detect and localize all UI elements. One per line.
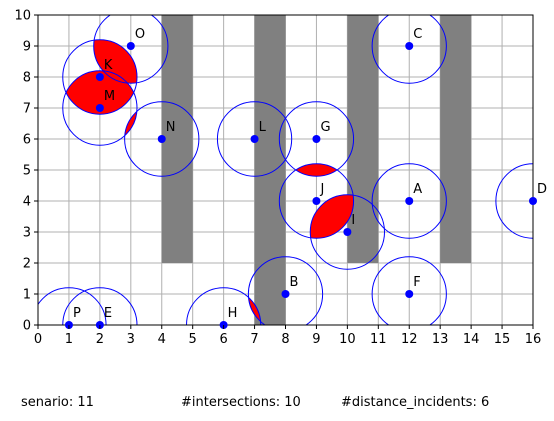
point-label-c: C	[413, 27, 422, 42]
range-circle-g	[278, 101, 355, 177]
point-l	[250, 135, 259, 143]
range-circle-n	[124, 101, 200, 177]
y-tick-label: 0	[23, 319, 31, 334]
x-tick-label: 5	[189, 332, 197, 347]
point-label-g: G	[320, 120, 330, 135]
x-tick-label: 13	[432, 332, 449, 347]
x-tick-label: 12	[401, 332, 418, 347]
point-n	[157, 135, 166, 143]
range-circle-m	[62, 70, 138, 146]
range-circle-i	[309, 194, 385, 270]
y-tick-label: 7	[23, 102, 31, 117]
x-tick-label: 6	[219, 332, 227, 347]
x-tick-label: 0	[34, 332, 42, 347]
point-label-b: B	[290, 275, 299, 290]
point-label-l: L	[259, 120, 267, 135]
range-circle-o	[93, 15, 169, 84]
y-tick-label: 5	[23, 164, 31, 179]
point-label-p: P	[73, 306, 81, 321]
x-tick-label: 8	[281, 332, 289, 347]
x-tick-label: 15	[494, 332, 511, 347]
point-o	[126, 42, 135, 50]
range-circle-j	[278, 163, 355, 239]
y-tick-label: 3	[23, 226, 31, 241]
point-label-d: D	[537, 182, 547, 197]
point-label-m: M	[104, 89, 115, 104]
obstacle-column	[254, 15, 286, 325]
x-tick-label: 10	[339, 332, 356, 347]
x-tick-label: 16	[525, 332, 542, 347]
point-b	[281, 290, 290, 298]
x-tick-label: 3	[127, 332, 135, 347]
point-label-k: K	[104, 58, 113, 73]
obstacle-column	[440, 15, 472, 263]
y-tick-label: 10	[14, 9, 31, 24]
point-m	[95, 104, 104, 112]
y-tick-label: 4	[23, 195, 31, 210]
intersections-count: #intersections: 10	[181, 395, 301, 410]
point-label-i: I	[351, 213, 355, 228]
x-tick-label: 2	[96, 332, 104, 347]
point-g	[312, 135, 321, 143]
x-tick-label: 7	[250, 332, 258, 347]
point-label-f: F	[413, 275, 420, 290]
y-tick-label: 6	[23, 133, 31, 148]
range-circle-f	[371, 256, 447, 325]
range-circle-d	[495, 163, 533, 239]
point-label-h: H	[228, 306, 238, 321]
point-k	[95, 73, 104, 81]
range-circle-c	[371, 15, 447, 84]
y-tick-label: 2	[23, 257, 31, 272]
x-tick-label: 14	[463, 332, 480, 347]
point-d	[529, 197, 537, 205]
point-j	[312, 197, 321, 205]
point-label-n: N	[166, 120, 176, 135]
obstacle-column	[161, 15, 193, 263]
point-label-a: A	[413, 182, 422, 197]
x-tick-label: 1	[65, 332, 73, 347]
scenario-label: senario: 11	[21, 395, 94, 410]
range-circle-k	[62, 39, 138, 115]
x-tick-label: 11	[370, 332, 387, 347]
point-label-e: E	[104, 306, 112, 321]
point-f	[405, 290, 414, 298]
point-a	[405, 197, 414, 205]
point-label-j: J	[319, 182, 324, 197]
distance-incidents-count: #distance_incidents: 6	[341, 395, 490, 410]
range-circle-l	[216, 101, 293, 177]
point-i	[343, 228, 352, 236]
x-tick-label: 4	[158, 332, 166, 347]
y-tick-label: 9	[23, 40, 31, 55]
range-circle-a	[371, 163, 447, 239]
y-tick-label: 8	[23, 71, 31, 86]
point-c	[405, 42, 414, 50]
x-tick-label: 9	[312, 332, 320, 347]
y-tick-label: 1	[23, 288, 31, 303]
point-label-o: O	[135, 27, 145, 42]
range-circle-b	[247, 256, 324, 325]
